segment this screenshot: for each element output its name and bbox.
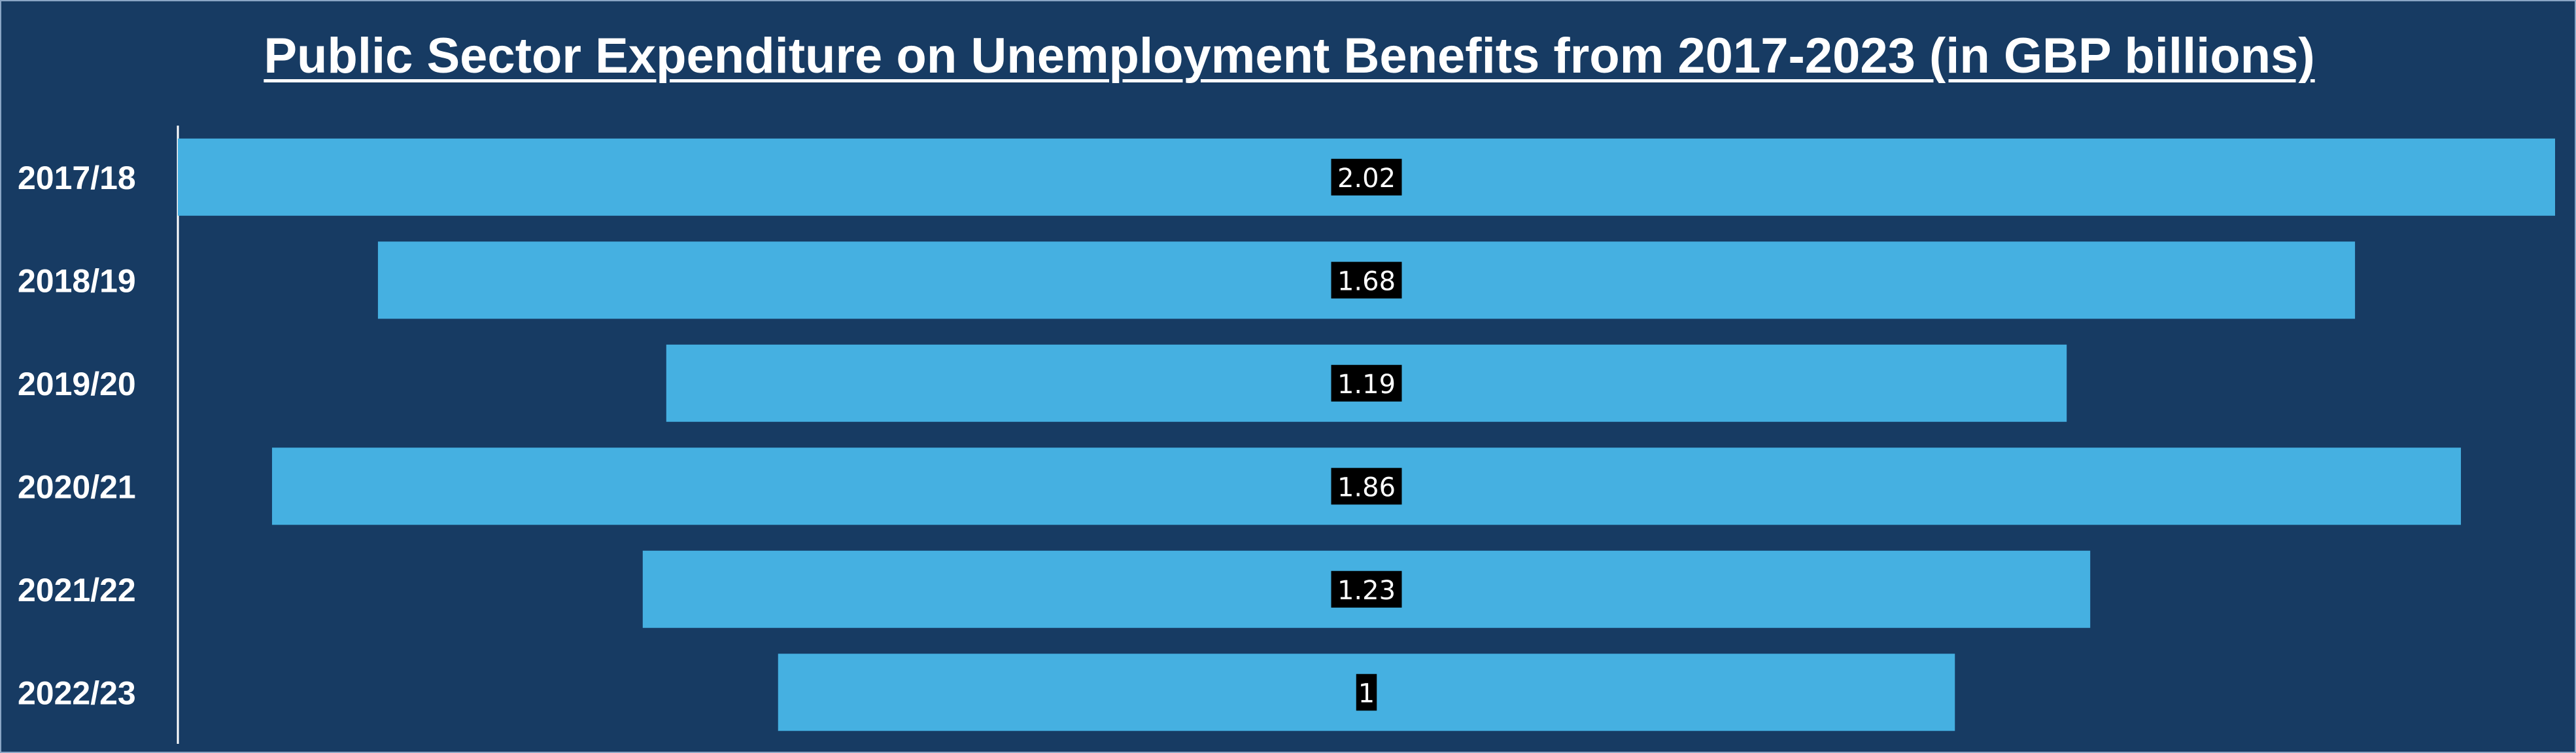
category-label: 2019/20 bbox=[18, 366, 136, 402]
value-label-box bbox=[1356, 674, 1377, 711]
category-label: 2020/21 bbox=[18, 468, 136, 505]
value-label: 1.23 bbox=[1337, 576, 1396, 606]
value-label: 1.68 bbox=[1337, 266, 1396, 296]
value-label: 1 bbox=[1358, 678, 1375, 709]
value-label-box bbox=[1331, 468, 1402, 505]
value-label: 1.86 bbox=[1337, 472, 1396, 502]
category-label: 2021/22 bbox=[18, 572, 136, 608]
value-label-box bbox=[1331, 364, 1402, 402]
category-label: 2017/18 bbox=[18, 160, 136, 196]
category-label: 2018/19 bbox=[18, 262, 136, 299]
value-label-box bbox=[1331, 570, 1402, 608]
value-label-box bbox=[1331, 262, 1402, 299]
value-label: 1.19 bbox=[1337, 370, 1396, 400]
chart-title: Public Sector Expenditure on Unemploymen… bbox=[264, 28, 2315, 84]
value-label-box bbox=[1331, 158, 1402, 196]
value-label: 2.02 bbox=[1337, 164, 1396, 194]
category-label: 2022/23 bbox=[18, 674, 136, 711]
